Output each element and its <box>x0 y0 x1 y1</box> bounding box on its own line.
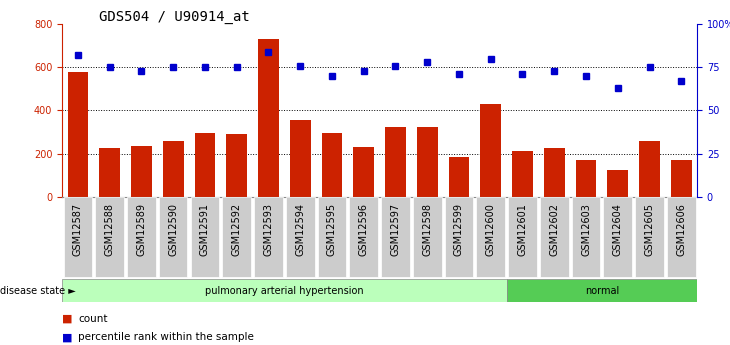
FancyBboxPatch shape <box>507 279 697 302</box>
Text: pulmonary arterial hypertension: pulmonary arterial hypertension <box>205 286 364 296</box>
Bar <box>639 141 660 197</box>
Text: GSM12601: GSM12601 <box>518 203 528 256</box>
FancyBboxPatch shape <box>445 197 473 277</box>
Bar <box>322 133 342 197</box>
Text: GSM12599: GSM12599 <box>454 203 464 256</box>
Text: GSM12591: GSM12591 <box>200 203 210 256</box>
Bar <box>417 127 437 197</box>
Bar <box>290 120 310 197</box>
FancyBboxPatch shape <box>572 197 600 277</box>
Bar <box>195 133 215 197</box>
Text: GSM12597: GSM12597 <box>391 203 401 256</box>
Bar <box>131 146 152 197</box>
Bar <box>385 127 406 197</box>
FancyBboxPatch shape <box>62 279 507 302</box>
FancyBboxPatch shape <box>318 197 346 277</box>
Bar <box>480 104 501 197</box>
Bar <box>258 39 279 197</box>
FancyBboxPatch shape <box>64 197 92 277</box>
Text: GSM12604: GSM12604 <box>612 203 623 256</box>
Text: GSM12605: GSM12605 <box>645 203 655 256</box>
Text: GSM12590: GSM12590 <box>168 203 178 256</box>
Text: GSM12602: GSM12602 <box>549 203 559 256</box>
FancyBboxPatch shape <box>667 197 696 277</box>
FancyBboxPatch shape <box>635 197 664 277</box>
Bar <box>576 160 596 197</box>
Text: GSM12595: GSM12595 <box>327 203 337 256</box>
Bar <box>68 72 88 197</box>
Text: count: count <box>78 314 107 324</box>
Text: percentile rank within the sample: percentile rank within the sample <box>78 333 254 342</box>
Text: GSM12600: GSM12600 <box>485 203 496 256</box>
FancyBboxPatch shape <box>508 197 537 277</box>
FancyBboxPatch shape <box>127 197 155 277</box>
Bar <box>544 148 564 197</box>
Bar <box>512 151 533 197</box>
FancyBboxPatch shape <box>540 197 569 277</box>
Text: disease state ►: disease state ► <box>0 286 76 296</box>
Text: ■: ■ <box>62 314 72 324</box>
Text: GSM12588: GSM12588 <box>104 203 115 256</box>
FancyBboxPatch shape <box>254 197 283 277</box>
Text: GSM12592: GSM12592 <box>231 203 242 256</box>
Text: normal: normal <box>585 286 619 296</box>
Text: GSM12594: GSM12594 <box>295 203 305 256</box>
Bar <box>353 147 374 197</box>
Text: GSM12593: GSM12593 <box>264 203 274 256</box>
Bar <box>163 141 183 197</box>
Bar <box>671 160 691 197</box>
Text: ■: ■ <box>62 333 72 342</box>
Bar <box>607 170 628 197</box>
FancyBboxPatch shape <box>381 197 410 277</box>
Bar <box>226 134 247 197</box>
FancyBboxPatch shape <box>286 197 315 277</box>
Text: GSM12596: GSM12596 <box>358 203 369 256</box>
Bar <box>449 157 469 197</box>
Bar <box>99 148 120 197</box>
Text: GSM12587: GSM12587 <box>73 203 83 256</box>
Text: GSM12603: GSM12603 <box>581 203 591 256</box>
FancyBboxPatch shape <box>477 197 505 277</box>
FancyBboxPatch shape <box>350 197 378 277</box>
Text: GSM12606: GSM12606 <box>676 203 686 256</box>
FancyBboxPatch shape <box>413 197 442 277</box>
Text: GSM12589: GSM12589 <box>137 203 147 256</box>
Text: GSM12598: GSM12598 <box>422 203 432 256</box>
Text: GDS504 / U90914_at: GDS504 / U90914_at <box>99 10 250 24</box>
FancyBboxPatch shape <box>604 197 632 277</box>
FancyBboxPatch shape <box>96 197 124 277</box>
FancyBboxPatch shape <box>223 197 251 277</box>
FancyBboxPatch shape <box>191 197 219 277</box>
FancyBboxPatch shape <box>159 197 188 277</box>
